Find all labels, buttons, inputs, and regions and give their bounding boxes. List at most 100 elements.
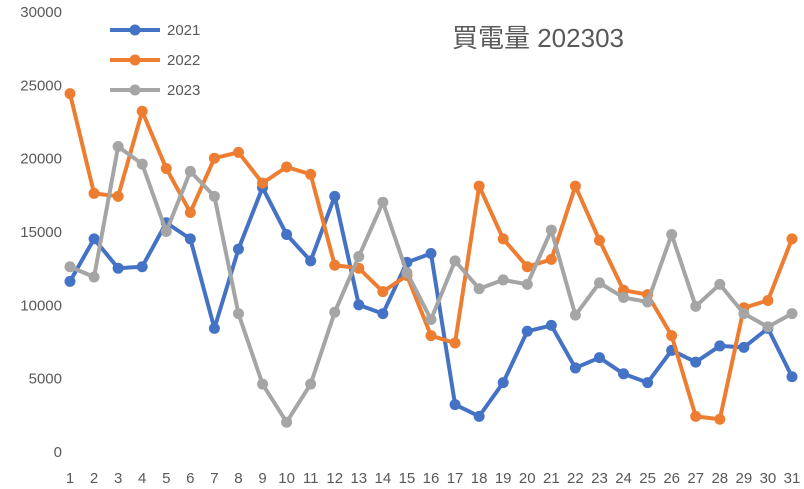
x-tick-label: 14 [375,470,392,487]
x-tick-label: 21 [543,470,560,487]
data-point [449,255,461,267]
data-point [88,233,100,245]
data-point [521,325,533,337]
data-point [112,262,124,274]
data-point [545,319,557,331]
data-point [593,234,605,246]
data-point [136,105,148,117]
x-tick-label: 27 [687,470,704,487]
data-point [136,158,148,170]
legend-label: 2021 [167,22,200,39]
y-tick-label: 10000 [20,297,62,314]
data-point [569,362,581,374]
x-tick-label: 26 [663,470,680,487]
data-point [666,330,678,342]
data-point [786,233,798,245]
data-point [329,259,341,271]
data-point [666,228,678,240]
data-point [497,377,509,389]
data-point [208,322,220,334]
data-point [305,378,317,390]
data-point [425,330,437,342]
x-tick-label: 30 [760,470,777,487]
data-point [401,267,413,279]
x-tick-label: 10 [278,470,295,487]
data-point [112,190,124,202]
x-tick-label: 31 [784,470,801,487]
data-point [593,352,605,364]
y-tick-label: 5000 [29,371,62,388]
data-point [208,190,220,202]
data-point [160,226,172,238]
x-tick-label: 12 [326,470,343,487]
legend-label: 2023 [167,82,200,99]
data-point [618,292,630,304]
data-point [353,299,365,311]
legend-marker [129,54,141,66]
data-point [305,255,317,267]
data-point [64,275,76,287]
x-tick-label: 22 [567,470,584,487]
x-tick-label: 3 [114,470,122,487]
x-tick-label: 18 [471,470,488,487]
data-point [208,152,220,164]
data-point [136,261,148,273]
x-tick-label: 25 [639,470,656,487]
data-point [184,206,196,218]
data-point [377,308,389,320]
data-point [521,278,533,290]
data-point [305,168,317,180]
x-tick-label: 1 [66,470,74,487]
data-point [473,410,485,422]
data-point [425,314,437,326]
x-tick-label: 4 [138,470,146,487]
data-point [112,140,124,152]
data-point [762,321,774,333]
x-tick-label: 17 [447,470,464,487]
x-tick-label: 24 [615,470,632,487]
x-tick-label: 7 [210,470,218,487]
data-point [473,180,485,192]
data-point [232,308,244,320]
y-tick-label: 25000 [20,77,62,94]
data-point [569,309,581,321]
data-point [690,300,702,312]
legend-marker [129,24,141,36]
y-tick-label: 15000 [20,224,62,241]
data-point [642,296,654,308]
data-point [281,161,293,173]
data-point [593,277,605,289]
data-point [497,233,509,245]
data-point [281,416,293,428]
x-tick-label: 15 [399,470,416,487]
data-point [545,253,557,265]
data-point [281,228,293,240]
data-point [184,165,196,177]
data-point [473,283,485,295]
data-point [232,243,244,255]
x-tick-label: 8 [234,470,242,487]
x-tick-label: 19 [495,470,512,487]
data-point [64,88,76,100]
data-point [449,337,461,349]
data-point [232,146,244,158]
data-point [257,177,269,189]
x-tick-label: 2 [90,470,98,487]
x-tick-label: 23 [591,470,608,487]
data-point [449,399,461,411]
legend-marker [129,84,141,96]
y-tick-label: 30000 [20,4,62,21]
data-point [738,341,750,353]
data-point [521,261,533,273]
data-point [714,413,726,425]
data-point [690,410,702,422]
x-tick-label: 28 [711,470,728,487]
data-point [714,340,726,352]
x-tick-label: 20 [519,470,536,487]
data-point [377,196,389,208]
x-tick-label: 5 [162,470,170,487]
x-tick-label: 6 [186,470,194,487]
data-point [618,368,630,380]
data-point [88,187,100,199]
